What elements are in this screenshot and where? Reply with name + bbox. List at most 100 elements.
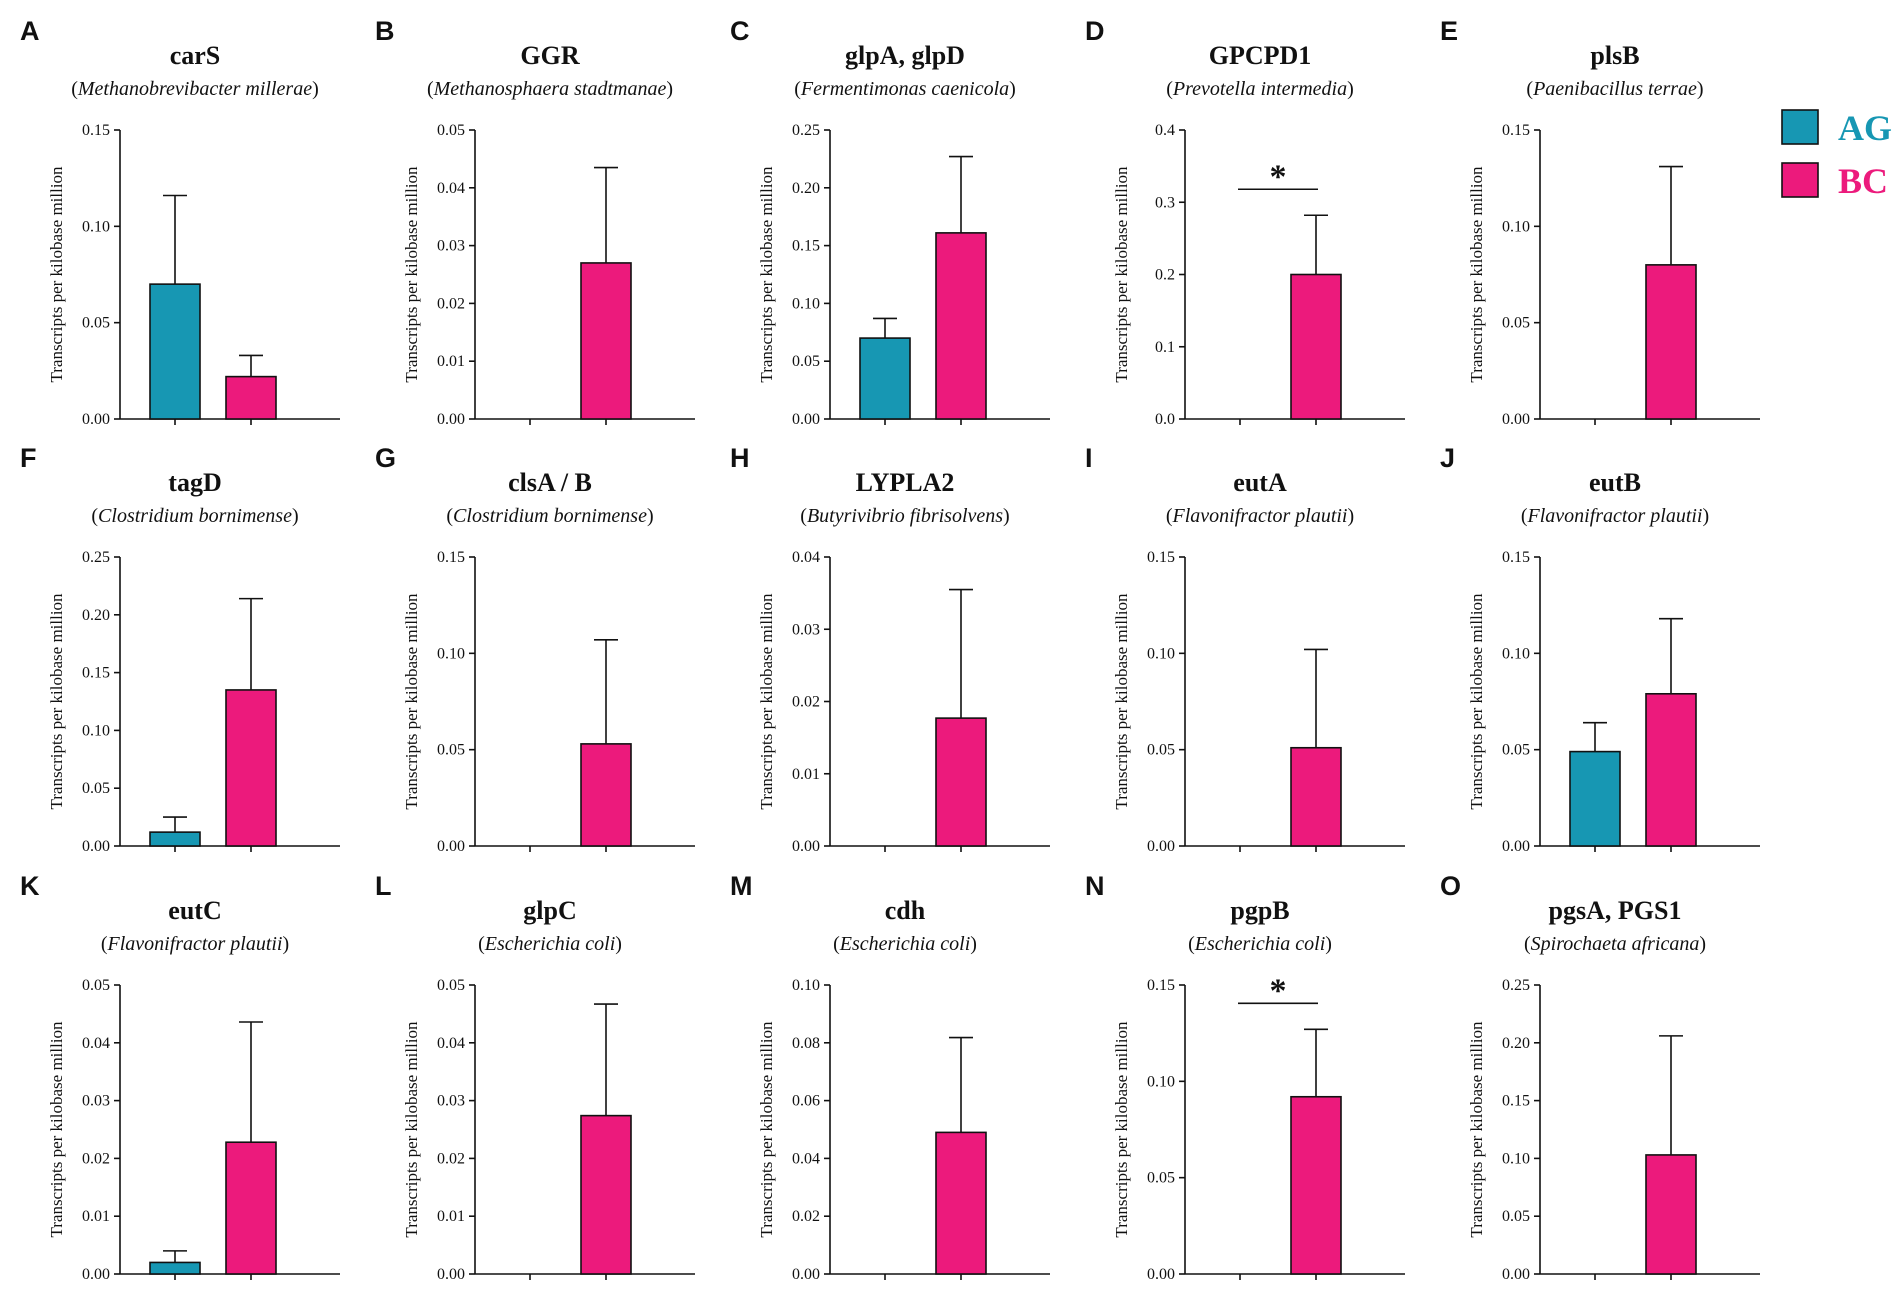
y-axis-label: Transcripts per kilobase million — [1467, 593, 1486, 810]
species-subtitle: (Fermentimonas caenicola) — [794, 78, 1016, 100]
bar-bc — [935, 717, 987, 847]
gene-title: plsB — [1590, 41, 1639, 70]
y-axis-label: Transcripts per kilobase million — [47, 1021, 66, 1238]
y-tick-label: 0.10 — [82, 722, 110, 739]
y-tick-label: 0.01 — [82, 1208, 110, 1225]
y-tick-label: 0.03 — [82, 1093, 110, 1110]
panel-letter: H — [730, 443, 750, 473]
legend-label-bc: BC — [1838, 161, 1888, 201]
gene-title: eutA — [1233, 468, 1287, 497]
legend-swatch-ag — [1781, 109, 1819, 145]
species-subtitle: (Escherichia coli) — [833, 933, 977, 955]
panel-letter: C — [730, 16, 750, 46]
gene-title: glpC — [523, 896, 576, 925]
y-tick-label: 0.10 — [792, 977, 820, 994]
species-subtitle: (Flavonifractor plautii) — [1166, 505, 1354, 527]
y-tick-label: 0.00 — [437, 838, 465, 855]
panel-letter: K — [20, 871, 40, 901]
y-axis-label: Transcripts per kilobase million — [1112, 166, 1131, 383]
y-tick-label: 0.01 — [437, 353, 465, 370]
y-tick-label: 0.04 — [792, 549, 820, 566]
panel-letter: I — [1085, 443, 1093, 473]
y-axis-label: Transcripts per kilobase million — [402, 593, 421, 810]
y-tick-label: 0.05 — [1502, 1208, 1530, 1225]
bar-ag — [1569, 750, 1621, 847]
panel-letter: D — [1085, 16, 1105, 46]
panel-b: B GGR (Methanosphaera stadtmanae) Transcrip… — [375, 16, 695, 428]
gene-title: eutC — [168, 896, 221, 925]
y-axis-label: Transcripts per kilobase million — [1112, 593, 1131, 810]
y-tick-label: 0.15 — [82, 122, 110, 139]
significance-marker: * — [1270, 972, 1287, 1009]
panel-letter: L — [375, 871, 392, 901]
legend: AG BC — [1781, 108, 1892, 201]
bar-bc — [580, 743, 632, 847]
y-tick-label: 0.2 — [1155, 267, 1175, 284]
y-tick-label: 0.10 — [792, 295, 820, 312]
y-tick-label: 0.08 — [792, 1035, 820, 1052]
y-tick-label: 0.02 — [82, 1150, 110, 1167]
species-subtitle: (Clostridium bornimense) — [446, 505, 653, 527]
y-tick-label: 0.05 — [437, 122, 465, 139]
y-tick-label: 0.05 — [437, 742, 465, 759]
bar-bc — [225, 375, 277, 420]
bar-ag — [149, 1261, 201, 1275]
y-tick-label: 0.00 — [82, 838, 110, 855]
panel-letter: M — [730, 871, 753, 901]
y-tick-label: 0.02 — [792, 1208, 820, 1225]
bar-ag — [149, 831, 201, 847]
panel-letter: G — [375, 443, 396, 473]
panel-letter: E — [1440, 16, 1458, 46]
y-tick-label: 0.15 — [1502, 549, 1530, 566]
y-tick-label: 0.05 — [1502, 315, 1530, 332]
y-tick-label: 0.10 — [437, 645, 465, 662]
bar-bc — [1645, 692, 1697, 847]
legend-swatch-bc — [1781, 162, 1819, 198]
species-subtitle: (Methanosphaera stadtmanae) — [427, 78, 673, 100]
y-tick-label: 0.00 — [82, 1266, 110, 1283]
y-tick-label: 0.10 — [1502, 1150, 1530, 1167]
y-tick-label: 0.10 — [1147, 645, 1175, 662]
species-subtitle: (Clostridium bornimense) — [91, 505, 298, 527]
y-tick-label: 0.10 — [82, 218, 110, 235]
y-tick-label: 0.15 — [1147, 977, 1175, 994]
species-subtitle: (Spirochaeta africana) — [1524, 933, 1706, 955]
species-subtitle: (Escherichia coli) — [1188, 933, 1332, 955]
gene-title: pgpB — [1230, 896, 1289, 925]
y-axis-label: Transcripts per kilobase million — [757, 1021, 776, 1238]
y-tick-label: 0.06 — [792, 1093, 820, 1110]
panel-letter: J — [1440, 443, 1455, 473]
significance-marker: * — [1270, 158, 1287, 195]
species-subtitle: (Flavonifractor plautii) — [1521, 505, 1709, 527]
bar-ag — [149, 283, 201, 420]
gene-title: eutB — [1589, 468, 1641, 497]
y-tick-label: 0.25 — [82, 549, 110, 566]
y-tick-label: 0.05 — [1502, 742, 1530, 759]
y-tick-label: 0.25 — [1502, 977, 1530, 994]
bar-bc — [1290, 746, 1342, 847]
panel-h: H LYPLA2 (Butyrivibrio fibrisolvens) Transc… — [730, 443, 1050, 855]
species-subtitle: (Flavonifractor plautii) — [101, 933, 289, 955]
y-axis-label: Transcripts per kilobase million — [757, 593, 776, 810]
y-tick-label: 0.00 — [1502, 838, 1530, 855]
y-tick-label: 0.00 — [437, 1266, 465, 1283]
bar-bc — [580, 1114, 632, 1275]
y-axis-label: Transcripts per kilobase million — [1467, 1021, 1486, 1238]
y-tick-label: 0.02 — [792, 694, 820, 711]
gene-title: carS — [170, 41, 221, 70]
y-tick-label: 0.25 — [792, 122, 820, 139]
y-tick-label: 0.20 — [82, 607, 110, 624]
y-axis-label: Transcripts per kilobase million — [47, 166, 66, 383]
bar-bc — [225, 1141, 277, 1275]
gene-title: cdh — [885, 896, 926, 925]
gene-title: LYPLA2 — [856, 468, 955, 497]
gene-title: glpA, glpD — [845, 41, 965, 70]
y-axis-label: Transcripts per kilobase million — [402, 1021, 421, 1238]
